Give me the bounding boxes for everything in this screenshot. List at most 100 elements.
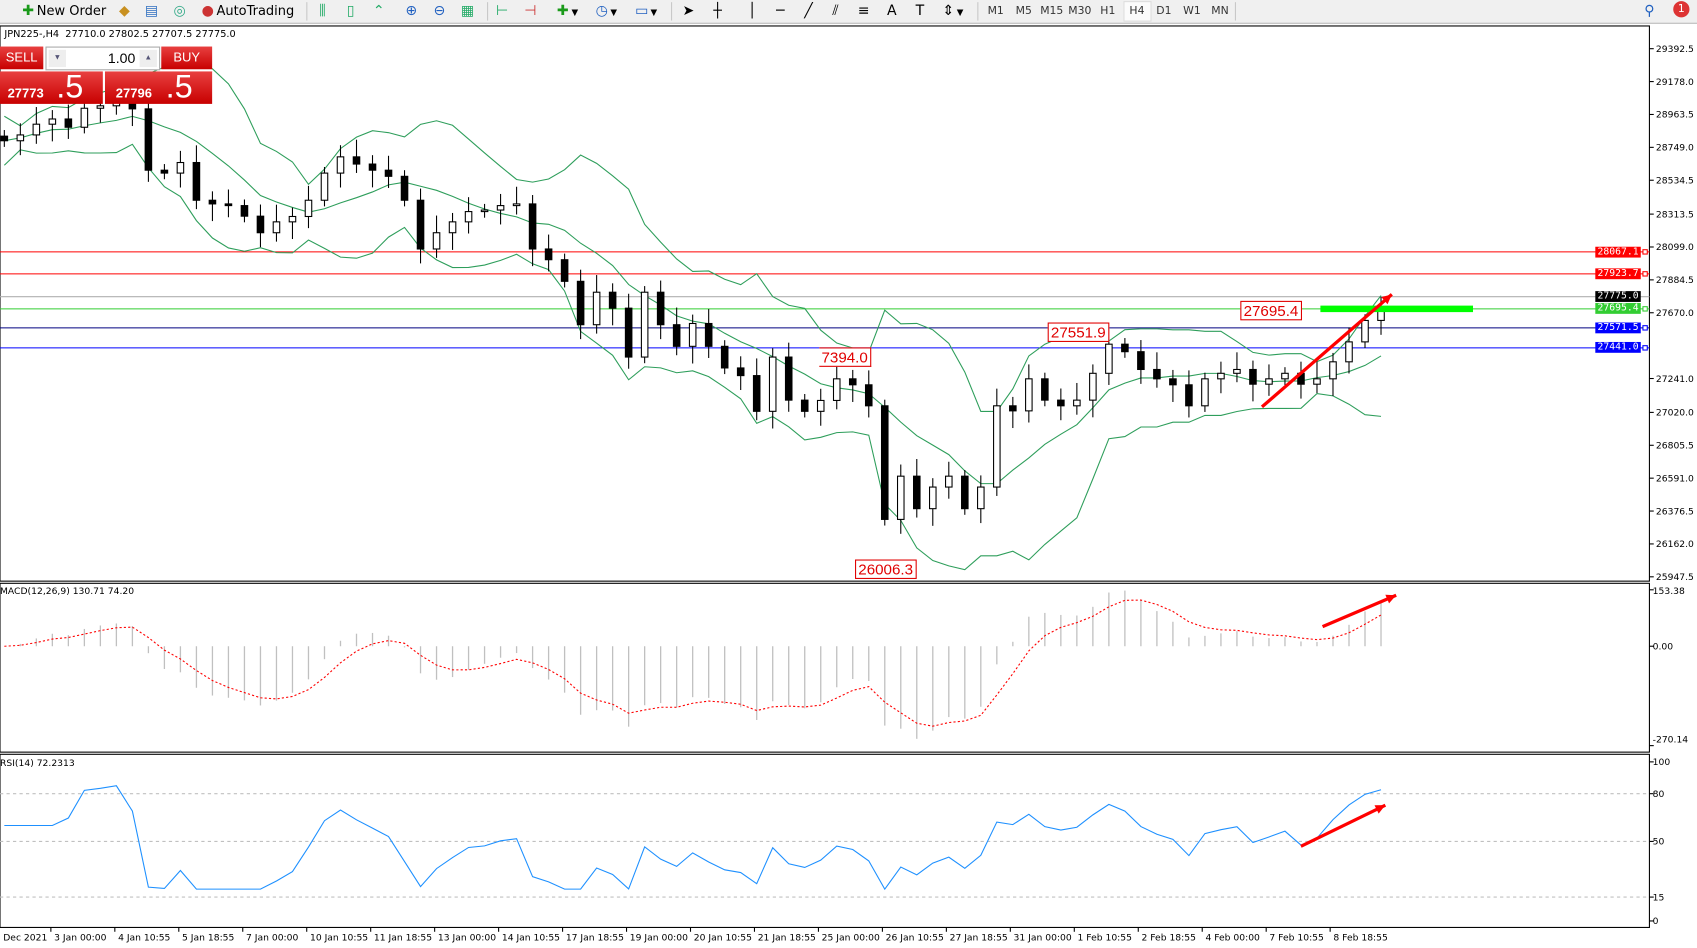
candle-body: [240, 205, 249, 217]
signals-button[interactable]: ◎: [171, 1, 188, 20]
periods-button[interactable]: ◷ ▼: [593, 1, 617, 20]
candle-body: [496, 205, 505, 211]
lot-decrease-button[interactable]: ▼: [48, 49, 67, 68]
timeframe-m15[interactable]: M15: [1040, 5, 1064, 18]
cursor-button[interactable]: ➤: [680, 1, 697, 20]
indicators-icon: ✚: [556, 3, 569, 20]
timeframe-mn[interactable]: MN: [1211, 5, 1229, 18]
buy-button[interactable]: BUY: [161, 46, 213, 70]
autoscroll-button[interactable]: ⊢: [494, 1, 511, 20]
candle-body: [896, 475, 905, 520]
candle-body: [800, 399, 809, 412]
templates-button[interactable]: ▭ ▼: [633, 1, 657, 20]
fibonacci-button[interactable]: ≡: [855, 1, 872, 20]
text-label-button[interactable]: T: [911, 1, 928, 20]
candle-body: [32, 123, 41, 136]
lot-input[interactable]: 1.00: [107, 49, 136, 67]
price-tick-label: 28963.5: [1656, 110, 1694, 121]
price-annotation[interactable]: 7394.0: [819, 347, 872, 367]
zoom-in-icon: ⊕: [405, 3, 418, 20]
trendline-button[interactable]: ╱: [800, 1, 817, 20]
horizontal-line-button[interactable]: ─: [772, 1, 789, 20]
indicators-button[interactable]: ✚ ▼: [554, 1, 578, 20]
timeframe-m1[interactable]: M1: [987, 5, 1004, 18]
time-label: 1 Feb 10:55: [1078, 932, 1133, 943]
vertical-line-button[interactable]: │: [744, 1, 761, 20]
zoom-out-button[interactable]: ⊖: [431, 1, 448, 20]
candle-body: [400, 175, 409, 201]
text-button[interactable]: A: [883, 1, 900, 20]
lot-spinner: ▼ 1.00 ▲: [45, 46, 161, 71]
time-label: 14 Jan 10:55: [502, 932, 560, 943]
crosshair-button[interactable]: ┼: [709, 1, 726, 20]
candle-body: [528, 203, 537, 250]
timeframe-d1[interactable]: D1: [1156, 5, 1172, 18]
main-pane: [0, 25, 1650, 582]
candle-body: [880, 405, 889, 520]
time-label: 20 Jan 10:55: [694, 932, 752, 943]
zoom-in-button[interactable]: ⊕: [403, 1, 420, 20]
time-label: 4 Feb 00:00: [1205, 932, 1260, 943]
price-level-label: 27775.0: [1595, 291, 1641, 303]
price-tick-label: 28749.0: [1656, 143, 1694, 154]
candle-body: [752, 375, 761, 412]
timeframe-h1[interactable]: H1: [1100, 5, 1116, 18]
candle-body: [432, 232, 441, 250]
timeframe-h4[interactable]: H4: [1122, 1, 1152, 22]
bar-chart-button[interactable]: ⫼: [314, 1, 331, 20]
chart-shift-button[interactable]: ⊣: [522, 1, 539, 20]
lot-increase-button[interactable]: ▲: [139, 49, 157, 68]
macd-signal-line: [4, 599, 1382, 727]
rsi-tick-label: 50: [1653, 837, 1665, 848]
candle-chart-button[interactable]: ▯: [342, 1, 359, 20]
channel-button[interactable]: ⫽: [827, 1, 844, 20]
candle-body: [64, 118, 73, 128]
fibonacci-icon: ≡: [857, 3, 870, 20]
notifications-badge[interactable]: 1: [1673, 1, 1690, 18]
arrows-button[interactable]: ⇕ ▼: [939, 1, 963, 20]
level-handle: [1642, 306, 1648, 312]
time-label: 8 Feb 18:55: [1333, 932, 1388, 943]
search-button[interactable]: ⚲: [1641, 1, 1658, 20]
timeframe-m5[interactable]: M5: [1015, 5, 1032, 18]
time-label: 11 Jan 18:55: [374, 932, 432, 943]
new-order-icon: ✚: [22, 3, 35, 20]
timeframe-m30[interactable]: M30: [1068, 5, 1092, 18]
timeframe-w1[interactable]: W1: [1183, 5, 1201, 18]
price-annotation[interactable]: 26006.3: [855, 559, 917, 579]
tile-windows-button[interactable]: ▦: [459, 1, 476, 20]
candle-body: [1345, 341, 1353, 363]
candle-body: [1041, 378, 1049, 401]
horizontal-line-icon: ─: [776, 3, 785, 20]
sell-button[interactable]: SELL: [0, 46, 44, 70]
candle-body: [977, 486, 985, 510]
candle-body: [624, 307, 633, 358]
candle-body: [688, 322, 697, 347]
price-level-label: 27695.4: [1595, 303, 1641, 315]
price-level-label: 27571.5: [1595, 322, 1641, 334]
candle-body: [144, 108, 153, 171]
strategy-tester-button[interactable]: ▤: [143, 1, 160, 20]
autotrading-button[interactable]: ● AutoTrading: [199, 1, 295, 20]
candle-body: [1361, 319, 1369, 343]
template-icon: ▭: [635, 3, 649, 20]
level-handle: [1642, 271, 1648, 277]
bollinger-lower: [3, 143, 1382, 571]
price-annotation[interactable]: 27695.4: [1240, 300, 1302, 321]
candle-body: [672, 324, 681, 347]
candle-body: [961, 475, 969, 510]
time-label: 21 Jan 18:55: [758, 932, 816, 943]
level-handle: [1642, 325, 1648, 331]
new-order-button[interactable]: ✚ New Order: [19, 1, 106, 20]
macd-tick-label: 0.00: [1653, 641, 1674, 652]
candle-body: [1313, 378, 1321, 385]
symbol-info: JPN225-,H4 27710.0 27802.5 27707.5 27775…: [4, 29, 236, 41]
line-chart-button[interactable]: ⌃: [370, 1, 387, 20]
buy-price[interactable]: 27796 .5: [104, 69, 213, 105]
sell-price[interactable]: 27773 .5: [0, 69, 103, 105]
price-tick-label: 26805.5: [1656, 441, 1694, 452]
price-annotation[interactable]: 27551.9: [1047, 322, 1109, 342]
metaeditor-button[interactable]: ◆: [116, 1, 133, 20]
level-handle: [1642, 249, 1648, 255]
